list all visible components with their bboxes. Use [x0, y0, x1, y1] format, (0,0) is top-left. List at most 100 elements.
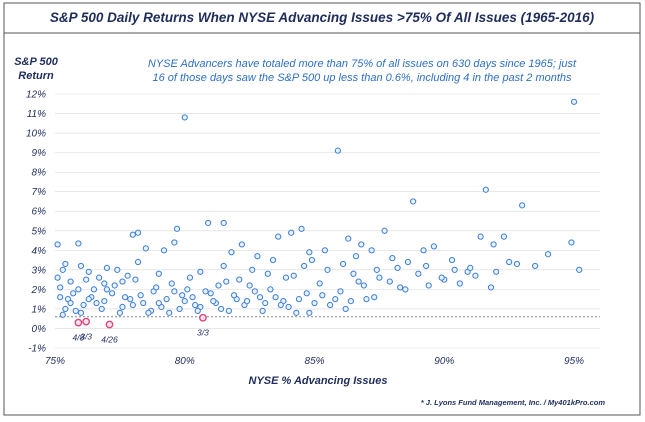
data-point	[423, 262, 430, 270]
chart-frame	[3, 2, 641, 416]
data-point	[205, 219, 212, 227]
data-point	[189, 294, 196, 301]
data-point	[220, 262, 227, 270]
y-tick-label: 11%	[27, 109, 46, 120]
data-point	[67, 299, 74, 307]
data-point	[277, 301, 284, 309]
data-point	[500, 233, 508, 240]
data-point	[389, 255, 396, 262]
gridlines	[55, 93, 600, 349]
data-point	[264, 270, 271, 277]
data-point	[324, 266, 331, 273]
data-point	[368, 247, 375, 254]
data-point	[103, 264, 111, 271]
data-point	[288, 229, 295, 236]
data-point	[111, 282, 118, 289]
highlighted-point	[105, 320, 114, 329]
data-point	[238, 241, 245, 248]
data-point	[186, 274, 194, 281]
data-point	[337, 288, 344, 295]
data-point	[321, 247, 329, 254]
data-point	[487, 284, 495, 291]
data-point	[519, 202, 526, 209]
data-point	[272, 294, 279, 301]
data-point	[326, 301, 334, 309]
data-point	[129, 301, 136, 309]
data-point	[228, 249, 235, 256]
highlighted-points: 4/83/3 4/263/3	[72, 313, 209, 345]
data-point	[217, 305, 225, 313]
data-point	[134, 258, 142, 266]
data-point	[72, 307, 79, 314]
y-axis-ticks: -1% 0% 1% 2% 3% 4% 5% 6% 7% 8% 9% 10% 11% 12%	[26, 90, 46, 355]
data-point	[467, 264, 474, 271]
data-point	[194, 307, 201, 314]
data-point	[192, 301, 199, 309]
data-point	[576, 266, 583, 273]
data-point	[137, 292, 144, 299]
data-point	[420, 247, 427, 254]
data-point	[67, 278, 74, 285]
y-axis-title-line1: S&P 500	[14, 56, 59, 68]
data-point	[59, 311, 66, 318]
data-point	[108, 290, 116, 297]
data-point	[98, 305, 105, 313]
data-point	[402, 286, 409, 293]
data-point	[285, 303, 292, 311]
data-point	[176, 305, 183, 313]
data-point	[59, 266, 66, 273]
data-point	[350, 270, 357, 277]
data-point	[90, 286, 98, 293]
data-point	[251, 288, 258, 295]
data-point	[282, 274, 290, 281]
data-point	[249, 266, 256, 273]
data-point	[145, 309, 152, 316]
data-point	[438, 274, 445, 281]
data-point	[303, 290, 310, 297]
data-point	[319, 292, 326, 299]
data-point	[153, 284, 160, 291]
data-point	[163, 296, 170, 303]
data-point	[430, 243, 438, 250]
data-point	[121, 294, 129, 301]
data-point	[210, 298, 217, 305]
data-point	[155, 270, 162, 277]
data-point	[85, 268, 92, 275]
data-point	[114, 266, 121, 273]
data-point	[295, 296, 303, 303]
data-point	[197, 268, 204, 275]
data-point	[246, 282, 253, 289]
y-tick-label: 2%	[31, 285, 47, 296]
data-point	[477, 233, 484, 240]
data-point	[101, 280, 108, 287]
data-point	[404, 258, 412, 266]
data-point	[223, 278, 230, 285]
data-point	[360, 282, 367, 289]
data-point	[236, 276, 243, 283]
data-point	[397, 284, 404, 291]
data-point	[490, 241, 497, 248]
data-point	[301, 262, 308, 270]
data-point	[363, 296, 370, 303]
x-tick-label: 75%	[45, 356, 65, 367]
data-point	[225, 307, 232, 314]
data-point	[290, 272, 297, 279]
data-point	[101, 298, 108, 305]
data-point	[181, 298, 188, 305]
annotation-line-1: NYSE Advancers have totaled more than 75…	[148, 58, 577, 70]
data-point	[124, 272, 131, 279]
data-point	[347, 298, 354, 305]
data-point	[116, 309, 123, 316]
data-point	[376, 274, 383, 281]
source-credit: * J. Lyons Fund Management, Inc. / My401…	[421, 398, 606, 407]
data-point	[173, 225, 181, 232]
data-point	[275, 233, 282, 240]
data-point	[451, 266, 458, 273]
data-point	[96, 274, 103, 281]
x-tick-label: 80%	[175, 356, 195, 367]
data-point	[54, 274, 61, 281]
data-point	[342, 305, 349, 313]
y-tick-label: 10%	[26, 129, 46, 140]
data-point	[256, 294, 264, 301]
